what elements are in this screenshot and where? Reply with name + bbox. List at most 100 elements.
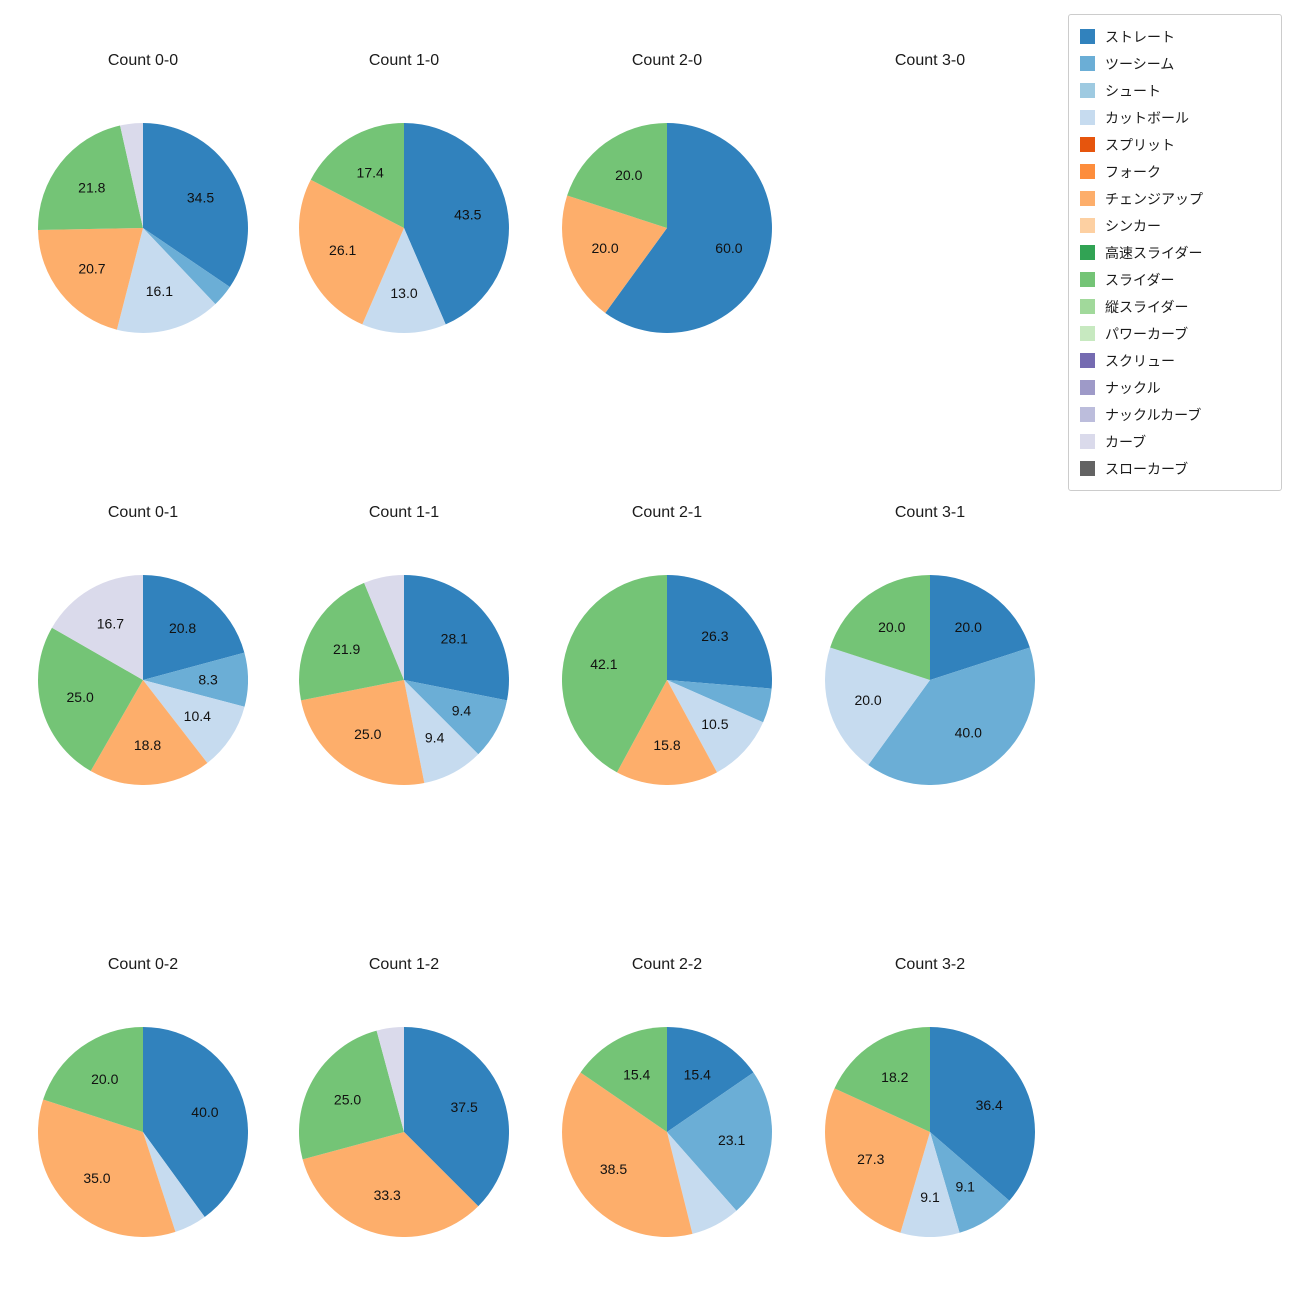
pie-slice [143, 652, 248, 707]
legend-swatch [1080, 299, 1095, 314]
pie-slice [930, 1132, 1010, 1233]
pie-slice [667, 1072, 772, 1211]
legend-label: スライダー [1105, 271, 1175, 288]
legend-item: スプリット [1069, 131, 1281, 158]
pie-chart: 26.3 10.5 15.8 42.1 [562, 575, 772, 785]
pie-slice [120, 123, 143, 228]
pie-slice [310, 123, 404, 228]
slice-label: 33.3 [374, 1187, 401, 1203]
slice-label: 26.1 [329, 242, 356, 258]
pie-slice [868, 647, 1035, 785]
pie-slice [143, 680, 245, 763]
slice-label: 21.9 [333, 641, 360, 657]
legend-swatch [1080, 434, 1095, 449]
pie-slice [562, 575, 667, 773]
legend-item: シンカー [1069, 212, 1281, 239]
legend-swatch [1080, 56, 1095, 71]
slice-label: 20.7 [78, 260, 105, 276]
legend-item: フォーク [1069, 158, 1281, 185]
slice-label: 42.1 [590, 656, 617, 672]
pie-slice [43, 1027, 143, 1132]
pie-slice [930, 575, 1030, 680]
slice-label: 20.0 [878, 619, 905, 635]
pie-slice [143, 123, 248, 288]
pie-slice [404, 680, 508, 755]
legend-swatch [1080, 245, 1095, 260]
pie-slice [567, 123, 667, 228]
pie-slice [404, 680, 479, 784]
legend-swatch [1080, 272, 1095, 287]
pie-chart: 28.1 9.4 9.4 25.0 21.9 [299, 575, 509, 785]
legend-label: 縦スライダー [1105, 298, 1189, 315]
pie-slice [667, 1027, 754, 1132]
slice-label: 23.1 [718, 1132, 745, 1148]
slice-label: 21.8 [78, 180, 105, 196]
legend-item: スローカーブ [1069, 455, 1281, 482]
chart-cell: Count 0-1 20.8 8.3 10.4 18.8 25.0 16.7 [28, 502, 258, 785]
slice-label: 36.4 [976, 1097, 1003, 1113]
slice-label: 15.4 [684, 1066, 711, 1082]
pie-slice [38, 125, 143, 230]
pie-slice [825, 1088, 930, 1233]
pie-slice [404, 575, 509, 701]
chart-cell: Count 3-0 [815, 50, 1045, 72]
chart-cell: Count 0-0 34.5 16.1 20.7 21.8 [28, 50, 258, 333]
pie-slice [562, 195, 667, 313]
legend-label: ナックルカーブ [1105, 406, 1202, 423]
slice-label: 8.3 [198, 672, 218, 688]
slice-label: 25.0 [67, 689, 94, 705]
slice-label: 9.1 [920, 1189, 940, 1205]
pie-slice [143, 228, 230, 305]
pie-slice [830, 575, 930, 680]
slice-label: 28.1 [441, 631, 468, 647]
pie-slice [143, 1027, 248, 1217]
legend-item: スクリュー [1069, 347, 1281, 374]
slice-label: 26.3 [701, 628, 728, 644]
pie-slice [299, 1030, 404, 1160]
legend-swatch [1080, 218, 1095, 233]
pie-chart: 36.4 9.1 9.1 27.3 18.2 [825, 1027, 1035, 1237]
slice-label: 37.5 [451, 1099, 478, 1115]
slice-label: 25.0 [354, 726, 381, 742]
pie-slice [90, 680, 208, 785]
pie-slice [38, 627, 143, 772]
slice-label: 20.0 [615, 167, 642, 183]
pie-chart: 37.5 33.3 25.0 [299, 1027, 509, 1237]
chart-title: Count 3-2 [894, 956, 966, 973]
slice-label: 9.4 [452, 703, 472, 719]
legend-item: スライダー [1069, 266, 1281, 293]
pie-slice [143, 1132, 205, 1232]
legend-item: パワーカーブ [1069, 320, 1281, 347]
chart-cell: Count 3-2 36.4 9.1 9.1 27.3 18.2 [815, 954, 1045, 1237]
slice-label: 18.2 [881, 1069, 908, 1085]
legend-label: フォーク [1105, 163, 1161, 180]
slice-label: 20.8 [169, 620, 196, 636]
pie-slice [404, 1027, 509, 1207]
chart-cell: Count 0-2 40.0 35.0 20.0 [28, 954, 258, 1237]
pie-slice [616, 680, 718, 785]
chart-title: Count 0-1 [107, 504, 179, 521]
slice-label: 25.0 [334, 1091, 361, 1107]
slice-label: 40.0 [191, 1104, 218, 1120]
legend-swatch [1080, 164, 1095, 179]
slice-label: 27.3 [857, 1151, 884, 1167]
chart-title: Count 3-0 [894, 52, 966, 69]
slice-label: 20.0 [591, 240, 618, 256]
chart-title: Count 1-1 [368, 504, 440, 521]
chart-title: Count 1-0 [368, 52, 440, 69]
pie-slice [667, 1132, 737, 1234]
slice-label: 13.0 [390, 285, 417, 301]
legend-swatch [1080, 407, 1095, 422]
slice-label: 18.8 [134, 737, 161, 753]
legend-swatch [1080, 137, 1095, 152]
pie-slice [667, 575, 772, 689]
legend-label: ストレート [1105, 28, 1175, 45]
legend-label: シンカー [1105, 217, 1161, 234]
legend-swatch [1080, 461, 1095, 476]
legend-item: ツーシーム [1069, 50, 1281, 77]
pie-chart: 40.0 35.0 20.0 [38, 1027, 248, 1237]
pie-slice [404, 123, 509, 325]
slice-label: 16.7 [97, 616, 124, 632]
legend-item: シュート [1069, 77, 1281, 104]
legend-item: ナックル [1069, 374, 1281, 401]
